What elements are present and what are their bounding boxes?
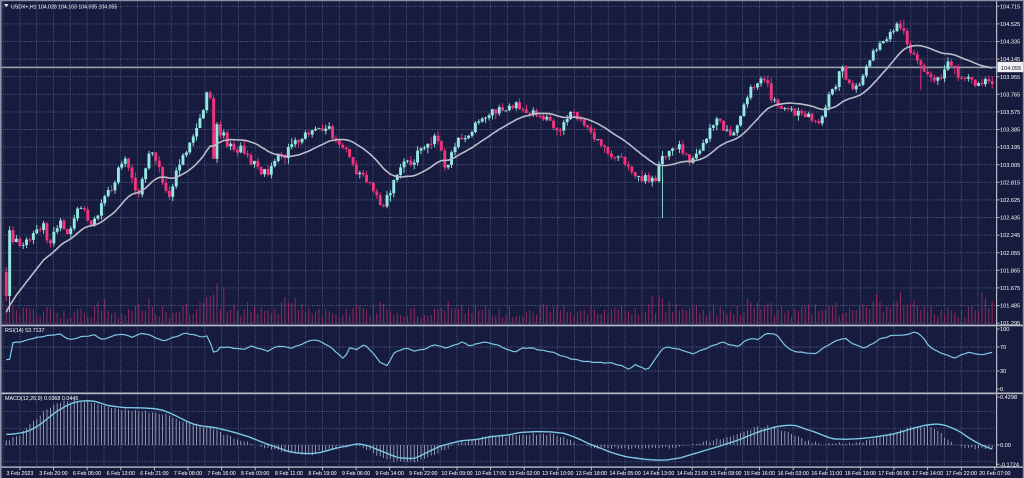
svg-text:10 Feb 09:00: 10 Feb 09:00 [441, 471, 472, 477]
svg-text:17 Feb 22:00: 17 Feb 22:00 [946, 471, 977, 477]
svg-text:70: 70 [1000, 345, 1006, 351]
svg-text:14 Feb 21:00: 14 Feb 21:00 [677, 471, 708, 477]
svg-text:103.005: 103.005 [1000, 163, 1020, 169]
svg-text:RSI(14) 53.7137: RSI(14) 53.7137 [5, 328, 45, 334]
svg-text:102.055: 102.055 [1000, 251, 1020, 257]
svg-text:3 Feb 2023: 3 Feb 2023 [6, 471, 33, 477]
svg-text:9 Feb 14:00: 9 Feb 14:00 [376, 471, 404, 477]
svg-text:102.245: 102.245 [1000, 233, 1020, 239]
svg-text:10 Feb 17:00: 10 Feb 17:00 [475, 471, 506, 477]
svg-text:0.00: 0.00 [1000, 443, 1011, 449]
svg-text:8 Feb 11:00: 8 Feb 11:00 [275, 471, 303, 477]
svg-text:104.055: 104.055 [1001, 66, 1021, 72]
svg-text:17 Feb 06:00: 17 Feb 06:00 [878, 471, 909, 477]
svg-text:9 Feb 06:00: 9 Feb 06:00 [342, 471, 370, 477]
svg-text:MACD(12,26,9) 0.0368 0.0445: MACD(12,26,9) 0.0368 0.0445 [5, 396, 78, 402]
svg-text:30: 30 [1000, 369, 1006, 375]
svg-text:15 Feb 08:00: 15 Feb 08:00 [710, 471, 741, 477]
svg-text:6 Feb 21:00: 6 Feb 21:00 [140, 471, 168, 477]
svg-text:100: 100 [1000, 327, 1009, 333]
svg-text:9 Feb 22:00: 9 Feb 22:00 [409, 471, 437, 477]
svg-text:102.625: 102.625 [1000, 198, 1020, 204]
svg-text:104.525: 104.525 [1000, 22, 1020, 28]
svg-text:13 Feb 02:00: 13 Feb 02:00 [509, 471, 540, 477]
svg-text:102.435: 102.435 [1000, 216, 1020, 222]
svg-text:103.195: 103.195 [1000, 145, 1020, 151]
svg-text:7 Feb 08:00: 7 Feb 08:00 [174, 471, 202, 477]
svg-text:6 Feb 13:00: 6 Feb 13:00 [107, 471, 135, 477]
svg-text:13 Feb 18:00: 13 Feb 18:00 [576, 471, 607, 477]
svg-text:103.575: 103.575 [1000, 110, 1020, 116]
svg-text:14 Feb 05:00: 14 Feb 05:00 [609, 471, 640, 477]
svg-text:104.335: 104.335 [1000, 40, 1020, 46]
svg-text:6 Feb 05:00: 6 Feb 05:00 [73, 471, 101, 477]
svg-text:16 Feb 11:00: 16 Feb 11:00 [811, 471, 842, 477]
svg-text:8 Feb 03:00: 8 Feb 03:00 [241, 471, 269, 477]
svg-text:-0.1724: -0.1724 [1000, 462, 1019, 468]
svg-text:103.385: 103.385 [1000, 128, 1020, 134]
svg-text:16 Feb 19:00: 16 Feb 19:00 [845, 471, 876, 477]
svg-text:7 Feb 16:00: 7 Feb 16:00 [207, 471, 235, 477]
svg-text:16 Feb 03:00: 16 Feb 03:00 [778, 471, 809, 477]
svg-text:102.815: 102.815 [1000, 180, 1020, 186]
svg-text:14 Feb 13:00: 14 Feb 13:00 [643, 471, 674, 477]
svg-text:101.865: 101.865 [1000, 268, 1020, 274]
svg-text:0.4298: 0.4298 [1000, 395, 1017, 401]
svg-text:15 Feb 16:00: 15 Feb 16:00 [744, 471, 775, 477]
svg-text:103.765: 103.765 [1000, 92, 1020, 98]
svg-text:103.955: 103.955 [1000, 75, 1020, 81]
svg-text:USDX+,H1 104.028 104.103 104.: USDX+,H1 104.028 104.103 104.035 104.055 [11, 4, 117, 10]
svg-text:8 Feb 19:00: 8 Feb 19:00 [308, 471, 336, 477]
svg-text:13 Feb 10:00: 13 Feb 10:00 [542, 471, 573, 477]
svg-text:101.295: 101.295 [1000, 321, 1020, 327]
svg-text:0: 0 [1000, 387, 1003, 393]
svg-text:17 Feb 14:00: 17 Feb 14:00 [912, 471, 943, 477]
svg-text:101.485: 101.485 [1000, 304, 1020, 310]
svg-text:101.675: 101.675 [1000, 286, 1020, 292]
svg-text:104.715: 104.715 [1000, 4, 1020, 10]
svg-text:104.145: 104.145 [1000, 57, 1020, 63]
svg-text:20 Feb 07:00: 20 Feb 07:00 [979, 471, 1010, 477]
svg-text:3 Feb 20:00: 3 Feb 20:00 [39, 471, 67, 477]
